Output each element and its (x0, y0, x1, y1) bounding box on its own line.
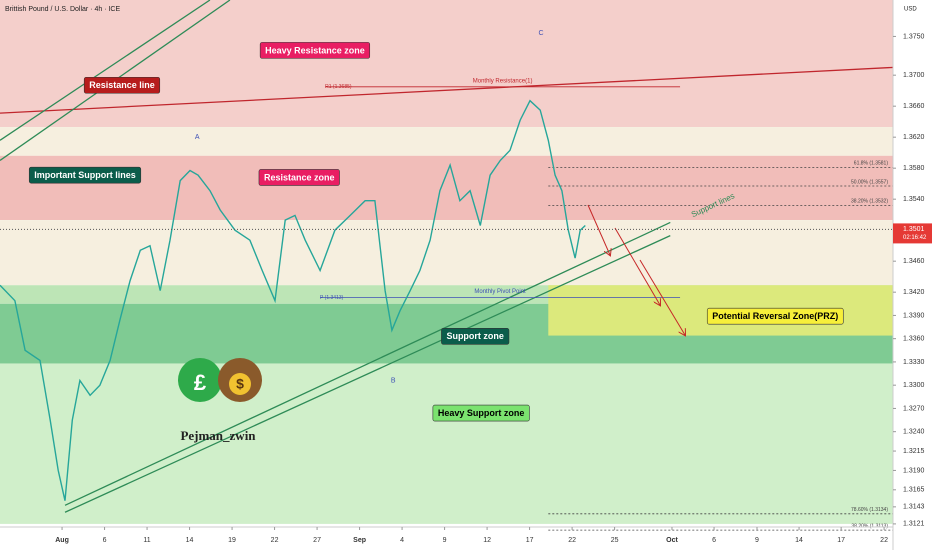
x-tick-label: 27 (313, 537, 321, 544)
x-tick-label: Oct (666, 537, 678, 544)
price-tag (893, 223, 932, 244)
x-tick-label: 11 (143, 537, 150, 544)
y-tick-label: 1.3420 (903, 289, 925, 296)
wave-label: C (539, 30, 544, 37)
x-tick-label: 6 (712, 537, 716, 544)
x-tick-label: Aug (55, 537, 69, 544)
money-bag-icon (178, 358, 222, 402)
trendline (64, 235, 671, 513)
annotation: Potential Reversal Zone(PRZ) (712, 311, 838, 321)
y-tick-label: 1.3190 (903, 467, 925, 474)
x-tick-label: Sep (353, 537, 366, 544)
y-tick-label: 1.3165 (903, 487, 925, 494)
y-tick-label: 1.3750 (903, 33, 925, 40)
x-tick-label: 22 (568, 537, 576, 544)
annotation-box (706, 307, 844, 325)
trendline (0, 66, 894, 114)
arrow (614, 227, 660, 305)
x-tick-label: 6 (103, 537, 107, 544)
countdown: 02:16:42 (903, 235, 927, 241)
level-label: P (1.3413) (320, 295, 344, 301)
wave-label: A (195, 134, 200, 141)
price-tag-label: 1.3501 (903, 226, 925, 233)
annotation: Support zone (446, 331, 504, 341)
level-note: Monthly Pivot Point (474, 289, 526, 295)
y-tick-label: 1.3580 (903, 165, 925, 172)
x-tick-label: 22 (880, 537, 888, 544)
dollar-sign: $ (236, 376, 244, 392)
x-tick-label: 9 (443, 537, 447, 544)
x-tick-label: 14 (795, 537, 803, 544)
y-tick-label: 1.3121 (903, 521, 925, 528)
x-tick-label: 17 (837, 537, 845, 544)
logo: £ $ Pejman_zwin (178, 358, 262, 443)
zone (0, 363, 893, 524)
y-tick-label: 1.3300 (903, 382, 925, 389)
level-label: 38.20% (1.3113) (851, 523, 888, 529)
zone (0, 0, 893, 128)
zone (0, 127, 893, 156)
x-tick-label: 12 (483, 537, 491, 544)
annotation: Resistance line (89, 80, 155, 90)
annotation-box (28, 166, 142, 184)
x-tick-label: 22 (271, 537, 279, 544)
y-tick-label: 1.3620 (903, 134, 925, 141)
wave-label: B (391, 377, 396, 384)
x-tick-label: 14 (186, 537, 194, 544)
y-tick-label: 1.3143 (903, 504, 925, 511)
watermark: Pejman_zwin (180, 428, 256, 443)
x-tick-label: 25 (611, 537, 619, 544)
level-note: Monthly Resistance(1) (473, 78, 533, 84)
annotation: Heavy Resistance zone (265, 45, 365, 55)
zone (0, 155, 893, 221)
y-tick-label: 1.3270 (903, 405, 925, 412)
price-line (0, 99, 586, 501)
annotation: Important Support lines (34, 170, 136, 180)
zone (0, 220, 893, 286)
annotation-box (259, 42, 371, 59)
annotation-box (432, 404, 530, 422)
trendline (64, 221, 671, 506)
chart-title: Brittish Pound / U.S. Dollar · 4h · ICE (5, 6, 120, 13)
level-label: R1 (1.3685) (325, 84, 352, 90)
y-tick-label: 1.3660 (903, 103, 925, 110)
pound-sign: £ (194, 370, 207, 395)
level-label: 61.8% (1.3581) (854, 161, 889, 167)
arrow (639, 259, 685, 335)
annotation-box (83, 76, 161, 94)
y-tick-label: 1.3360 (903, 336, 925, 343)
annotation: Resistance zone (264, 172, 335, 182)
currency: USD (904, 7, 917, 13)
y-tick-label: 1.3540 (903, 196, 925, 203)
annotation-box (258, 169, 340, 186)
x-tick-label: 9 (755, 537, 759, 544)
level-label: 38.20% (1.3532) (851, 199, 888, 205)
y-tick-label: 1.3460 (903, 258, 925, 265)
y-tick-label: 1.3330 (903, 359, 925, 366)
arrow (587, 204, 610, 255)
annotation-box (441, 328, 510, 345)
x-tick-label: 17 (526, 537, 534, 544)
y-tick-label: 1.3390 (903, 312, 925, 319)
projection-arrows (587, 204, 685, 335)
y-tick-label: 1.3215 (903, 448, 925, 455)
x-tick-label: 4 (400, 537, 404, 544)
y-tick-label: 1.3240 (903, 429, 925, 436)
coin-icon (229, 373, 251, 395)
level-label: 78.60% (1.3134) (851, 507, 888, 513)
y-tick-label: 1.3700 (903, 72, 925, 79)
x-tick-label: 19 (228, 537, 236, 544)
level-label: 50.00% (1.3557) (851, 179, 888, 185)
annotation: Heavy Support zone (438, 408, 525, 418)
trendline (0, 0, 211, 141)
